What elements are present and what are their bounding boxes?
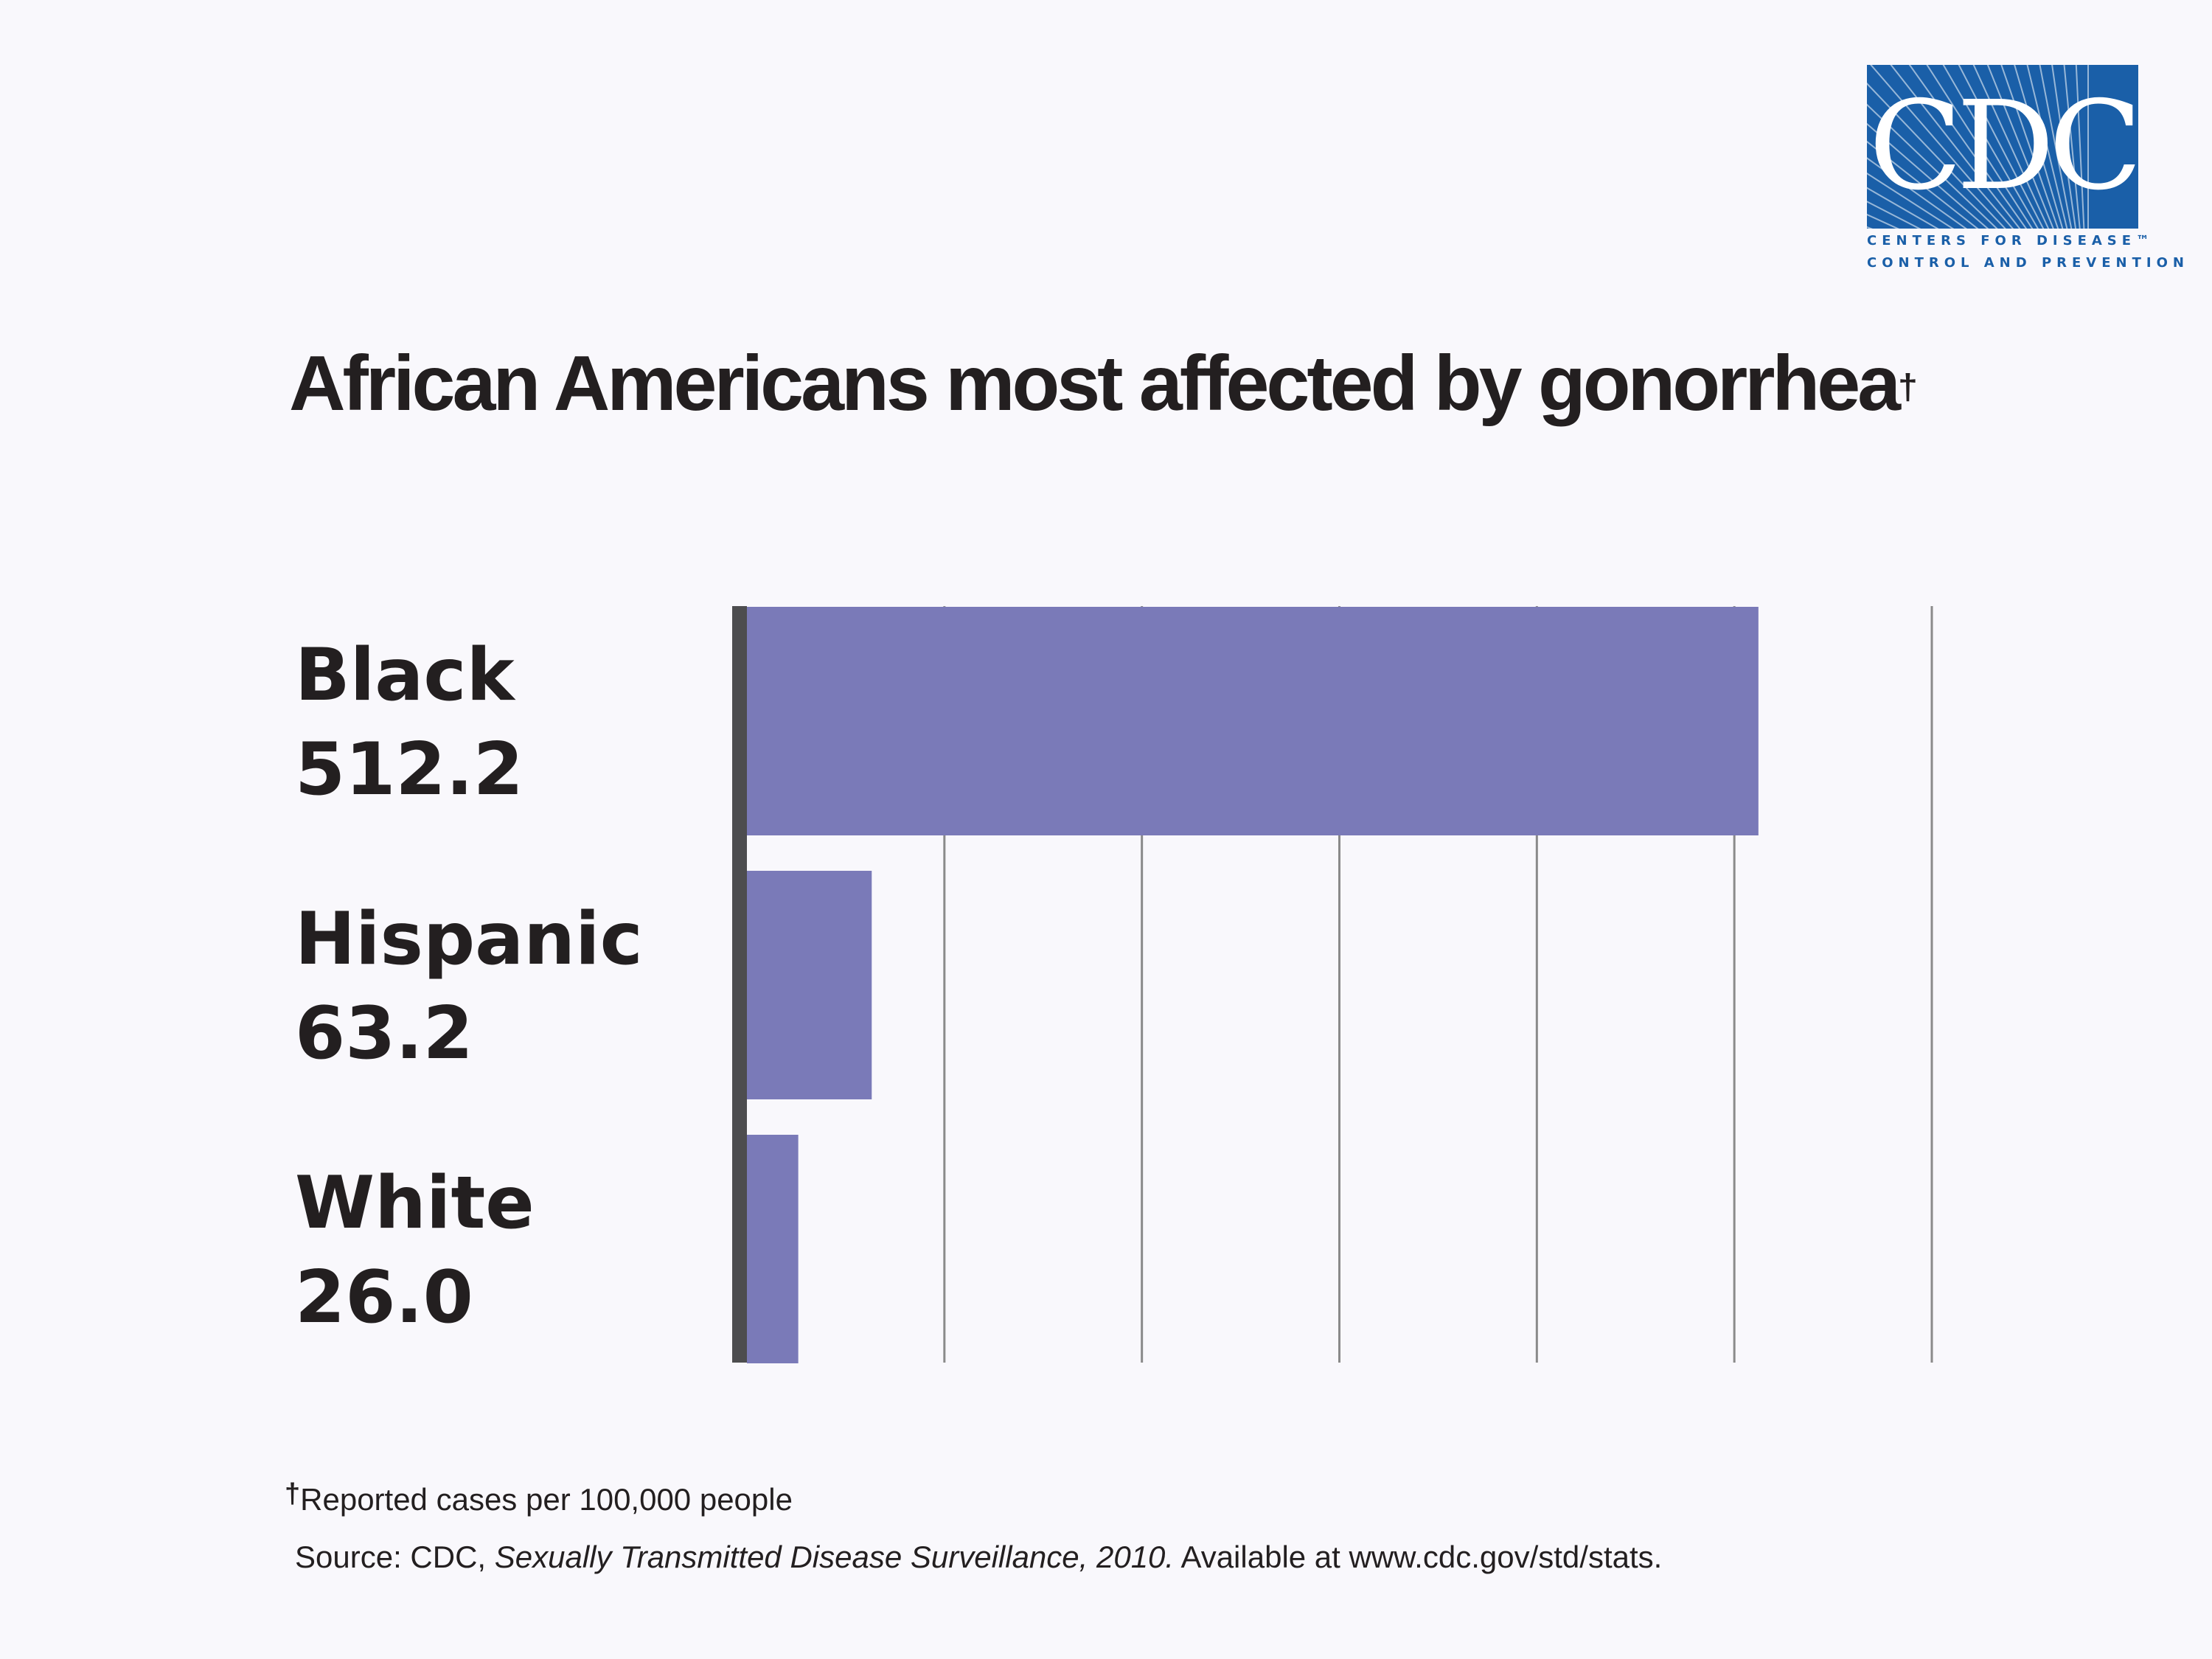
category-hispanic: Hispanic 63.2 xyxy=(295,892,643,1081)
logo-ray xyxy=(2039,65,2073,229)
logo-ray xyxy=(1908,65,2028,229)
logo-ray xyxy=(1867,82,2006,229)
category-white: White 26.0 xyxy=(295,1156,535,1345)
logo-ray xyxy=(1942,65,2039,229)
logo-ray xyxy=(1867,173,1955,229)
logo-ray xyxy=(2026,65,2068,229)
chart-title-text: African Americans most affected by gonor… xyxy=(289,340,1901,427)
category-black: Black 512.2 xyxy=(295,628,524,817)
logo-ray xyxy=(1958,65,2045,229)
value-label: 512.2 xyxy=(295,728,524,812)
logo-ray xyxy=(1867,122,1989,229)
logo-ray xyxy=(2014,65,2064,229)
logo-ray xyxy=(2075,65,2085,229)
logo-line-1: CENTERS FOR DISEASE™ xyxy=(1867,233,2155,248)
logo-ray xyxy=(2063,65,2081,229)
value-label: 26.0 xyxy=(295,1256,473,1340)
logo-ray xyxy=(2000,65,2059,229)
footnote-text: Reported cases per 100,000 people xyxy=(300,1482,793,1517)
logo-ray xyxy=(1867,213,1900,229)
cdc-logo: CDC CENTERS FOR DISEASE™ CONTROL AND PRE… xyxy=(1867,65,2189,273)
cdc-logo-box: CDC xyxy=(1867,65,2138,229)
source-line: Source: CDC, Sexually Transmitted Diseas… xyxy=(295,1534,1662,1581)
logo-ray xyxy=(1890,65,2021,229)
logo-ray xyxy=(1867,140,1979,229)
logo-rays xyxy=(1867,65,2089,229)
footnote: †Reported cases per 100,000 people xyxy=(285,1476,793,1523)
title-dagger: † xyxy=(1898,368,1918,407)
logo-ray xyxy=(1867,187,1939,229)
category-label: White xyxy=(295,1161,535,1245)
category-label: Black xyxy=(295,633,515,717)
bar-hispanic xyxy=(747,871,872,1099)
bar-black xyxy=(747,607,1759,835)
source-prefix: Source: CDC, xyxy=(295,1540,495,1574)
logo-ray xyxy=(1986,65,2054,229)
logo-ray xyxy=(1972,65,2050,229)
logo-ray xyxy=(2051,65,2077,229)
value-label: 63.2 xyxy=(295,992,473,1076)
logo-ray xyxy=(1867,201,1921,229)
logo-ray xyxy=(1926,65,2034,229)
source-suffix: Available at www.cdc.gov/std/stats. xyxy=(1174,1540,1663,1574)
y-axis-line xyxy=(732,606,747,1363)
logo-ray xyxy=(1867,103,1998,229)
chart-title: African Americans most affected by gonor… xyxy=(289,335,1918,431)
logo-line-2: CONTROL AND PREVENTION xyxy=(1867,255,2189,271)
logo-letters: CDC xyxy=(1868,75,2138,218)
footnote-dagger: † xyxy=(285,1478,301,1509)
logo-ray xyxy=(1870,65,2014,229)
source-publication: Sexually Transmitted Disease Surveillanc… xyxy=(494,1540,1175,1574)
logo-ray xyxy=(1867,157,1968,229)
category-label: Hispanic xyxy=(295,897,643,981)
bar-white xyxy=(747,1135,799,1363)
